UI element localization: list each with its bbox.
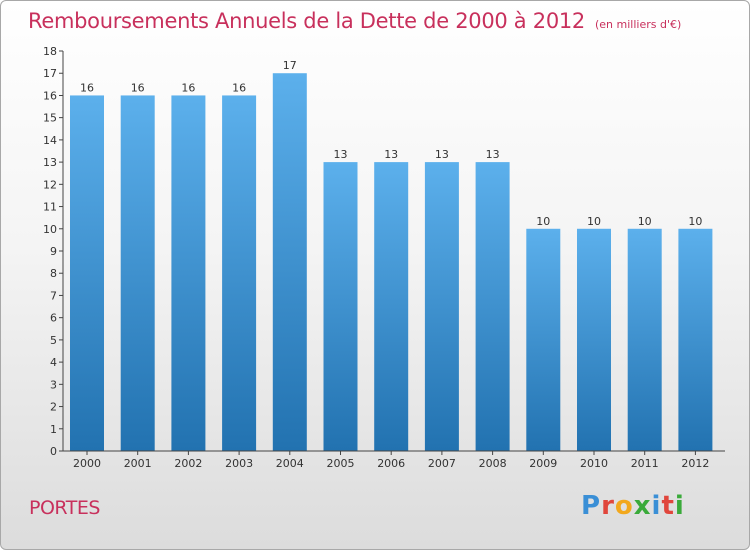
bar xyxy=(171,95,206,451)
x-tick-label: 2007 xyxy=(428,457,456,470)
bar xyxy=(424,162,459,451)
bar-value-label: 13 xyxy=(435,148,449,161)
bar xyxy=(272,73,307,451)
bar-value-label: 16 xyxy=(181,81,195,94)
bar-value-label: 16 xyxy=(80,81,94,94)
bar-value-label: 10 xyxy=(536,215,550,228)
bar-value-label: 16 xyxy=(232,81,246,94)
y-tick-label: 7 xyxy=(50,289,57,302)
logo-letter: o xyxy=(614,491,634,521)
chart-unit-note: (en milliers d'€) xyxy=(595,18,682,31)
x-tick-label: 2012 xyxy=(681,457,709,470)
bar-value-label: 10 xyxy=(688,215,702,228)
y-tick-label: 4 xyxy=(50,356,57,369)
y-tick-label: 13 xyxy=(43,156,57,169)
x-tick-label: 2002 xyxy=(174,457,202,470)
logo-letter: t xyxy=(661,491,675,521)
chart-title-text: Remboursements Annuels de la Dette de 20… xyxy=(28,9,585,33)
x-tick-label: 2005 xyxy=(327,457,355,470)
bar-value-label: 13 xyxy=(334,148,348,161)
y-tick-label: 5 xyxy=(50,334,57,347)
bar xyxy=(475,162,510,451)
logo-letter: i xyxy=(674,491,685,521)
bar xyxy=(678,228,713,451)
y-tick-label: 16 xyxy=(43,89,57,102)
x-tick-label: 2000 xyxy=(73,457,101,470)
x-tick-label: 2009 xyxy=(529,457,557,470)
bar xyxy=(374,162,409,451)
bar-value-label: 10 xyxy=(638,215,652,228)
bar xyxy=(627,228,662,451)
bar-value-label: 16 xyxy=(131,81,145,94)
y-tick-label: 18 xyxy=(43,45,57,58)
logo-letter: x xyxy=(633,491,652,521)
x-tick-label: 2010 xyxy=(580,457,608,470)
bar-value-label: 13 xyxy=(486,148,500,161)
x-tick-label: 2006 xyxy=(377,457,405,470)
y-tick-label: 12 xyxy=(43,178,57,191)
x-tick-label: 2001 xyxy=(124,457,152,470)
x-tick-label: 2011 xyxy=(631,457,659,470)
location-label: PORTES xyxy=(29,497,100,519)
y-tick-label: 1 xyxy=(50,423,57,436)
bar-value-label: 13 xyxy=(384,148,398,161)
bar xyxy=(526,228,561,451)
bar xyxy=(577,228,611,451)
y-tick-label: 8 xyxy=(50,267,57,280)
y-tick-label: 0 xyxy=(50,445,57,458)
bar xyxy=(120,95,155,451)
bar xyxy=(70,95,104,451)
bar-value-label: 10 xyxy=(587,215,601,228)
logo-letter: P xyxy=(581,491,602,521)
x-tick-label: 2003 xyxy=(225,457,253,470)
y-tick-label: 9 xyxy=(50,245,57,258)
y-tick-label: 10 xyxy=(43,223,57,236)
y-tick-label: 2 xyxy=(50,401,57,414)
y-tick-label: 11 xyxy=(43,201,57,214)
bar xyxy=(323,162,358,451)
bar-value-label: 17 xyxy=(283,59,297,72)
bars-group: 16 16 16 16 17 13 13 13 13 10 10 10 10 xyxy=(70,59,713,451)
x-tick-label: 2008 xyxy=(479,457,507,470)
y-tick-label: 14 xyxy=(43,134,57,147)
y-tick-label: 15 xyxy=(43,112,57,125)
logo-letter: i xyxy=(651,491,662,521)
y-tick-label: 3 xyxy=(50,378,57,391)
y-tick-label: 6 xyxy=(50,312,57,325)
x-axis: 2000 2001 2002 2003 2004 2005 2006 2007 2008 2009… xyxy=(63,450,725,470)
bar xyxy=(222,95,257,451)
x-tick-label: 2004 xyxy=(276,457,304,470)
chart-title: Remboursements Annuels de la Dette de 20… xyxy=(28,9,681,33)
y-tick-label: 17 xyxy=(43,67,57,80)
logo-letter: r xyxy=(601,491,615,521)
proxiti-logo[interactable]: Proxiti xyxy=(581,491,685,521)
